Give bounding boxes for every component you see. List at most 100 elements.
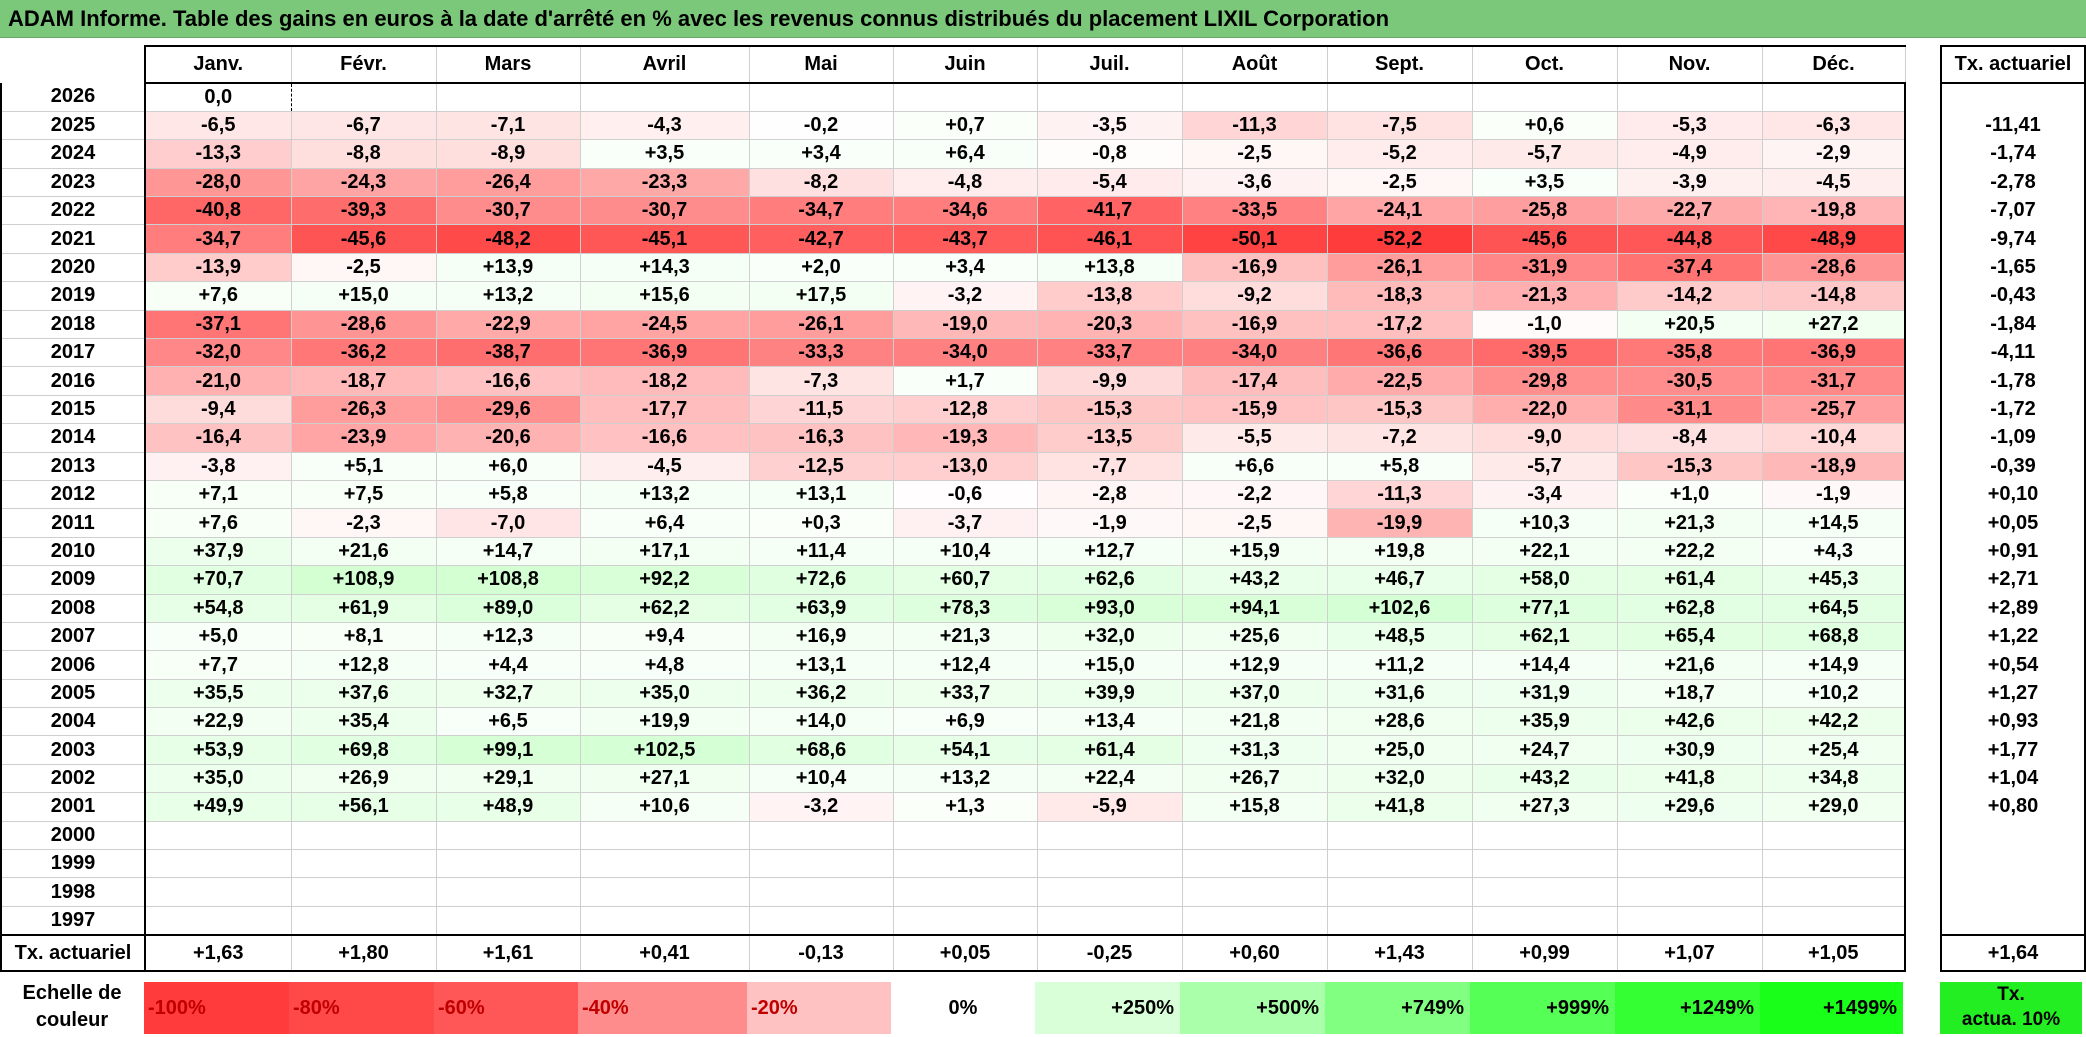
gain-cell: -3,8 bbox=[145, 452, 292, 481]
gain-cell: -33,5 bbox=[1182, 196, 1328, 226]
color-scale-swatch: -20% bbox=[747, 982, 891, 1034]
gain-cell: -34,0 bbox=[1182, 338, 1328, 368]
gain-cell: -18,9 bbox=[1762, 452, 1906, 481]
gain-cell: -29,6 bbox=[436, 395, 581, 425]
gain-cell: +68,6 bbox=[749, 735, 894, 765]
gain-cell: +6,4 bbox=[893, 139, 1038, 169]
actuarial-cell: -7,07 bbox=[1940, 196, 2086, 225]
gain-cell: +7,7 bbox=[145, 650, 292, 680]
gain-cell: +11,2 bbox=[1327, 650, 1473, 680]
gain-cell: +19,9 bbox=[580, 707, 750, 737]
gain-cell bbox=[749, 849, 894, 879]
gain-cell: +43,2 bbox=[1182, 565, 1328, 595]
gain-cell bbox=[1327, 83, 1473, 112]
gain-cell bbox=[1617, 849, 1763, 879]
gain-cell: -6,7 bbox=[291, 111, 437, 141]
gain-cell: -28,0 bbox=[145, 168, 292, 198]
year-label: 2016 bbox=[0, 366, 146, 396]
actuarial-cell: +0,80 bbox=[1940, 792, 2086, 822]
gain-cell: +13,9 bbox=[436, 253, 581, 283]
gain-cell: +102,6 bbox=[1327, 594, 1473, 623]
actuarial-average-cell: +1,64 bbox=[1940, 934, 2086, 972]
gain-cell: -40,8 bbox=[145, 196, 292, 226]
actuarial-cell bbox=[1940, 877, 2086, 907]
gain-cell: +70,7 bbox=[145, 565, 292, 595]
color-scale-swatch: -60% bbox=[434, 982, 578, 1034]
gain-cell: +35,0 bbox=[580, 679, 750, 709]
gain-cell: -38,7 bbox=[436, 338, 581, 368]
gain-cell: +35,0 bbox=[145, 764, 292, 794]
gain-cell: +14,5 bbox=[1762, 508, 1906, 538]
gain-cell: -28,6 bbox=[291, 310, 437, 340]
gain-cell: +7,5 bbox=[291, 480, 437, 510]
gain-cell: -22,9 bbox=[436, 310, 581, 340]
gain-cell: -13,5 bbox=[1037, 423, 1183, 453]
gain-cell: +69,8 bbox=[291, 735, 437, 765]
gain-cell bbox=[1617, 821, 1763, 851]
table-row: 2003 +53,9 +69,8 +99,1 +102,5 +68,6 +54,1 +61,4… bbox=[0, 735, 1906, 765]
table-row: 2011 +7,6 -2,3 -7,0 +6,4 +0,3 -3,7 -1,9 -2,5 -19,… bbox=[0, 508, 1906, 538]
year-label: 2009 bbox=[0, 565, 146, 595]
gain-cell: +8,1 bbox=[291, 622, 437, 652]
gain-cell: -17,4 bbox=[1182, 366, 1328, 396]
year-label: 2026 bbox=[0, 83, 146, 112]
gain-cell: +99,1 bbox=[436, 735, 581, 765]
color-scale-actuarial-swatch: Tx. actua. 10% bbox=[1940, 982, 2082, 1034]
gain-cell: +18,7 bbox=[1617, 679, 1763, 709]
gain-cell bbox=[580, 877, 750, 907]
gain-cell: -12,8 bbox=[893, 395, 1038, 425]
gain-cell: +4,4 bbox=[436, 650, 581, 680]
gain-cell bbox=[1037, 906, 1183, 936]
actuarial-cell: +2,89 bbox=[1940, 594, 2086, 623]
gain-cell: -34,7 bbox=[749, 196, 894, 226]
table-row: 2004 +22,9 +35,4 +6,5 +19,9 +14,0 +6,9 +13,4 +21… bbox=[0, 707, 1906, 737]
average-cell: -0,25 bbox=[1037, 934, 1183, 972]
gain-cell: +19,8 bbox=[1327, 537, 1473, 567]
average-cell: +0,99 bbox=[1472, 934, 1618, 972]
actuarial-cell: +1,04 bbox=[1940, 764, 2086, 793]
gain-cell bbox=[1182, 877, 1328, 907]
actuarial-cell: -1,65 bbox=[1940, 253, 2086, 282]
gain-cell: -21,0 bbox=[145, 366, 292, 396]
gain-cell: +25,4 bbox=[1762, 735, 1906, 765]
year-label: 2018 bbox=[0, 310, 146, 340]
gain-cell: -9,2 bbox=[1182, 281, 1328, 311]
gain-cell: -16,9 bbox=[1182, 253, 1328, 283]
gain-cell: +37,6 bbox=[291, 679, 437, 709]
gain-cell bbox=[291, 877, 437, 907]
year-label: 2004 bbox=[0, 707, 146, 737]
average-cell: +1,61 bbox=[436, 934, 581, 972]
gain-cell: -22,0 bbox=[1472, 395, 1618, 425]
color-scale-swatch: +1499% bbox=[1760, 982, 1903, 1034]
gain-cell bbox=[1472, 849, 1618, 879]
gain-cell: +13,2 bbox=[893, 764, 1038, 794]
gain-cell: +6,5 bbox=[436, 707, 581, 737]
average-cell: +0,60 bbox=[1182, 934, 1328, 972]
gain-cell: -3,7 bbox=[893, 508, 1038, 538]
gain-cell: -17,7 bbox=[580, 395, 750, 425]
gain-cell: +13,1 bbox=[749, 480, 894, 510]
color-scale-swatch: +1249% bbox=[1615, 982, 1760, 1034]
gain-cell: -2,2 bbox=[1182, 480, 1328, 510]
gain-cell: +12,4 bbox=[893, 650, 1038, 680]
gain-cell bbox=[1472, 83, 1618, 112]
gain-cell: +63,9 bbox=[749, 594, 894, 623]
gain-cell: +41,8 bbox=[1327, 792, 1473, 822]
gain-cell: +11,4 bbox=[749, 537, 894, 567]
gain-cell bbox=[291, 83, 437, 112]
gain-cell: +60,7 bbox=[893, 565, 1038, 595]
gain-cell: -13,0 bbox=[893, 452, 1038, 481]
table-row: 2000 bbox=[0, 821, 1906, 851]
gain-cell: +72,6 bbox=[749, 565, 894, 595]
year-label: 2021 bbox=[0, 224, 146, 254]
color-scale-label-line2: couleur bbox=[35, 1009, 109, 1031]
gain-cell: +16,9 bbox=[749, 622, 894, 652]
gain-cell: -26,4 bbox=[436, 168, 581, 198]
gain-cell: +25,0 bbox=[1327, 735, 1473, 765]
actuarial-cell: -9,74 bbox=[1940, 224, 2086, 254]
table-row: 2008 +54,8 +61,9 +89,0 +62,2 +63,9 +78,3 +93,0 +… bbox=[0, 594, 1906, 623]
gain-cell: -36,9 bbox=[1762, 338, 1906, 368]
gain-cell: -4,5 bbox=[580, 452, 750, 481]
year-label: 2012 bbox=[0, 480, 146, 510]
gain-cell: -3,4 bbox=[1472, 480, 1618, 510]
